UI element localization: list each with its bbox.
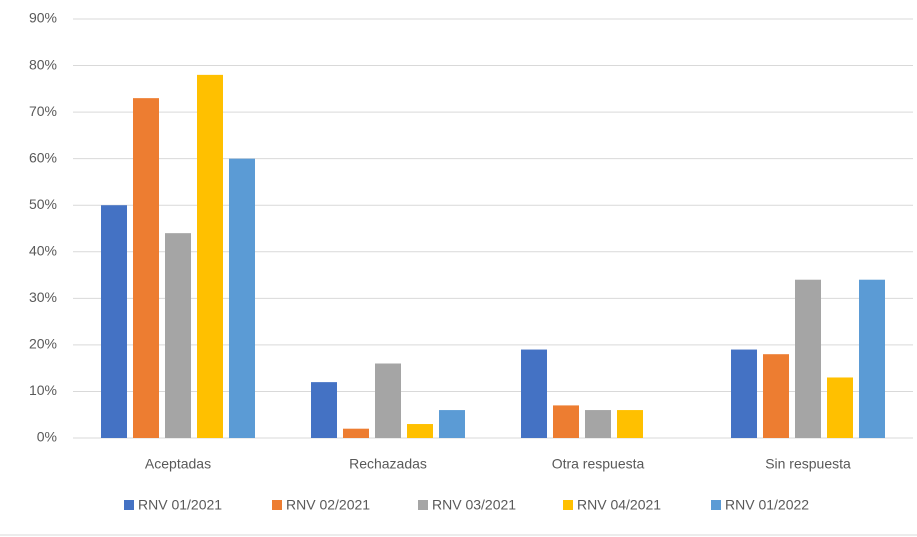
y-tick-label: 30% bbox=[29, 289, 57, 305]
x-tick-label: Otra respuesta bbox=[552, 456, 645, 472]
bar bbox=[585, 410, 611, 438]
bar bbox=[101, 205, 127, 438]
bar bbox=[731, 349, 757, 438]
bar bbox=[343, 428, 369, 438]
bar bbox=[407, 424, 433, 438]
bar bbox=[133, 98, 159, 439]
bar bbox=[553, 405, 579, 438]
bar bbox=[827, 377, 853, 438]
bar bbox=[763, 354, 789, 438]
legend-label: RNV 02/2021 bbox=[286, 497, 370, 513]
y-tick-label: 40% bbox=[29, 242, 57, 258]
legend-swatch bbox=[563, 500, 573, 510]
y-tick-label: 60% bbox=[29, 149, 57, 165]
legend-swatch bbox=[418, 500, 428, 510]
bar bbox=[617, 410, 643, 438]
bar bbox=[521, 349, 547, 438]
x-tick-label: Rechazadas bbox=[349, 456, 427, 472]
y-tick-label: 90% bbox=[29, 10, 57, 26]
bar bbox=[375, 363, 401, 438]
y-tick-label: 70% bbox=[29, 103, 57, 119]
bar bbox=[311, 382, 337, 438]
y-tick-label: 20% bbox=[29, 336, 57, 352]
legend-swatch bbox=[711, 500, 721, 510]
bar bbox=[165, 233, 191, 438]
legend-swatch bbox=[124, 500, 134, 510]
x-tick-label: Aceptadas bbox=[145, 456, 211, 472]
bar bbox=[229, 158, 255, 438]
y-tick-label: 50% bbox=[29, 196, 57, 212]
bar bbox=[197, 74, 223, 438]
bar bbox=[795, 279, 821, 438]
legend-label: RNV 03/2021 bbox=[432, 497, 516, 513]
bar bbox=[859, 279, 885, 438]
legend-label: RNV 01/2021 bbox=[138, 497, 222, 513]
x-tick-label: Sin respuesta bbox=[765, 456, 851, 472]
bar bbox=[439, 410, 465, 438]
legend-label: RNV 04/2021 bbox=[577, 497, 661, 513]
y-tick-label: 10% bbox=[29, 382, 57, 398]
legend-swatch bbox=[272, 500, 282, 510]
y-tick-label: 0% bbox=[37, 429, 57, 445]
legend-label: RNV 01/2022 bbox=[725, 497, 809, 513]
y-tick-label: 80% bbox=[29, 56, 57, 72]
